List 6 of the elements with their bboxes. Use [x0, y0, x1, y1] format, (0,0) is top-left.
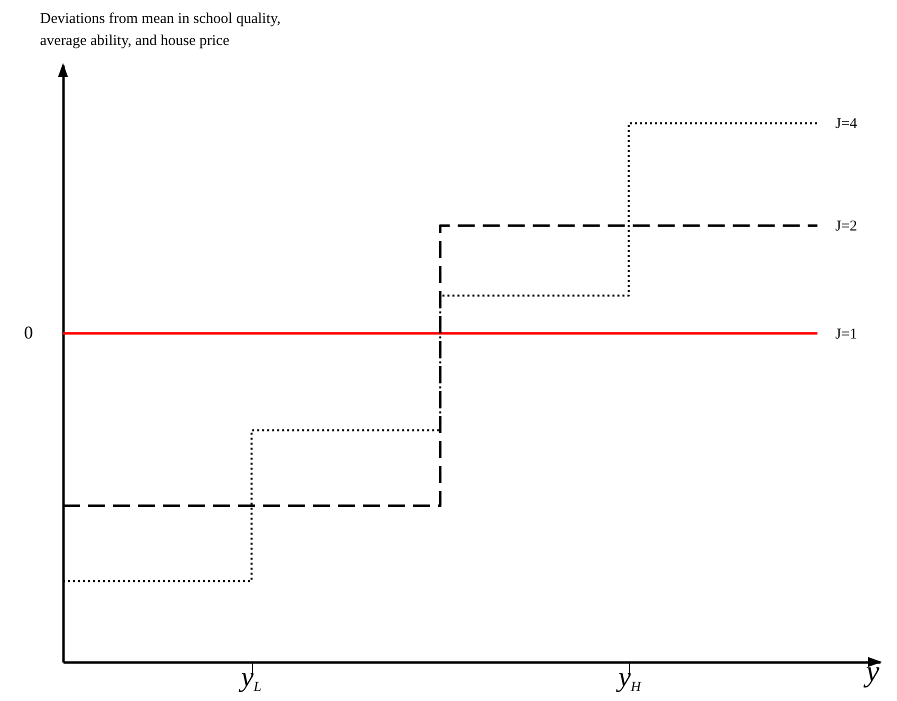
series-label: J=2: [835, 218, 858, 235]
y-axis-title: Deviations from mean in school quality, average ability, and house price: [40, 10, 282, 51]
series-label: J=1: [835, 326, 858, 342]
series-label: J=4: [835, 116, 858, 132]
x-axis-title: y: [866, 655, 880, 689]
text: 0: [24, 322, 33, 342]
